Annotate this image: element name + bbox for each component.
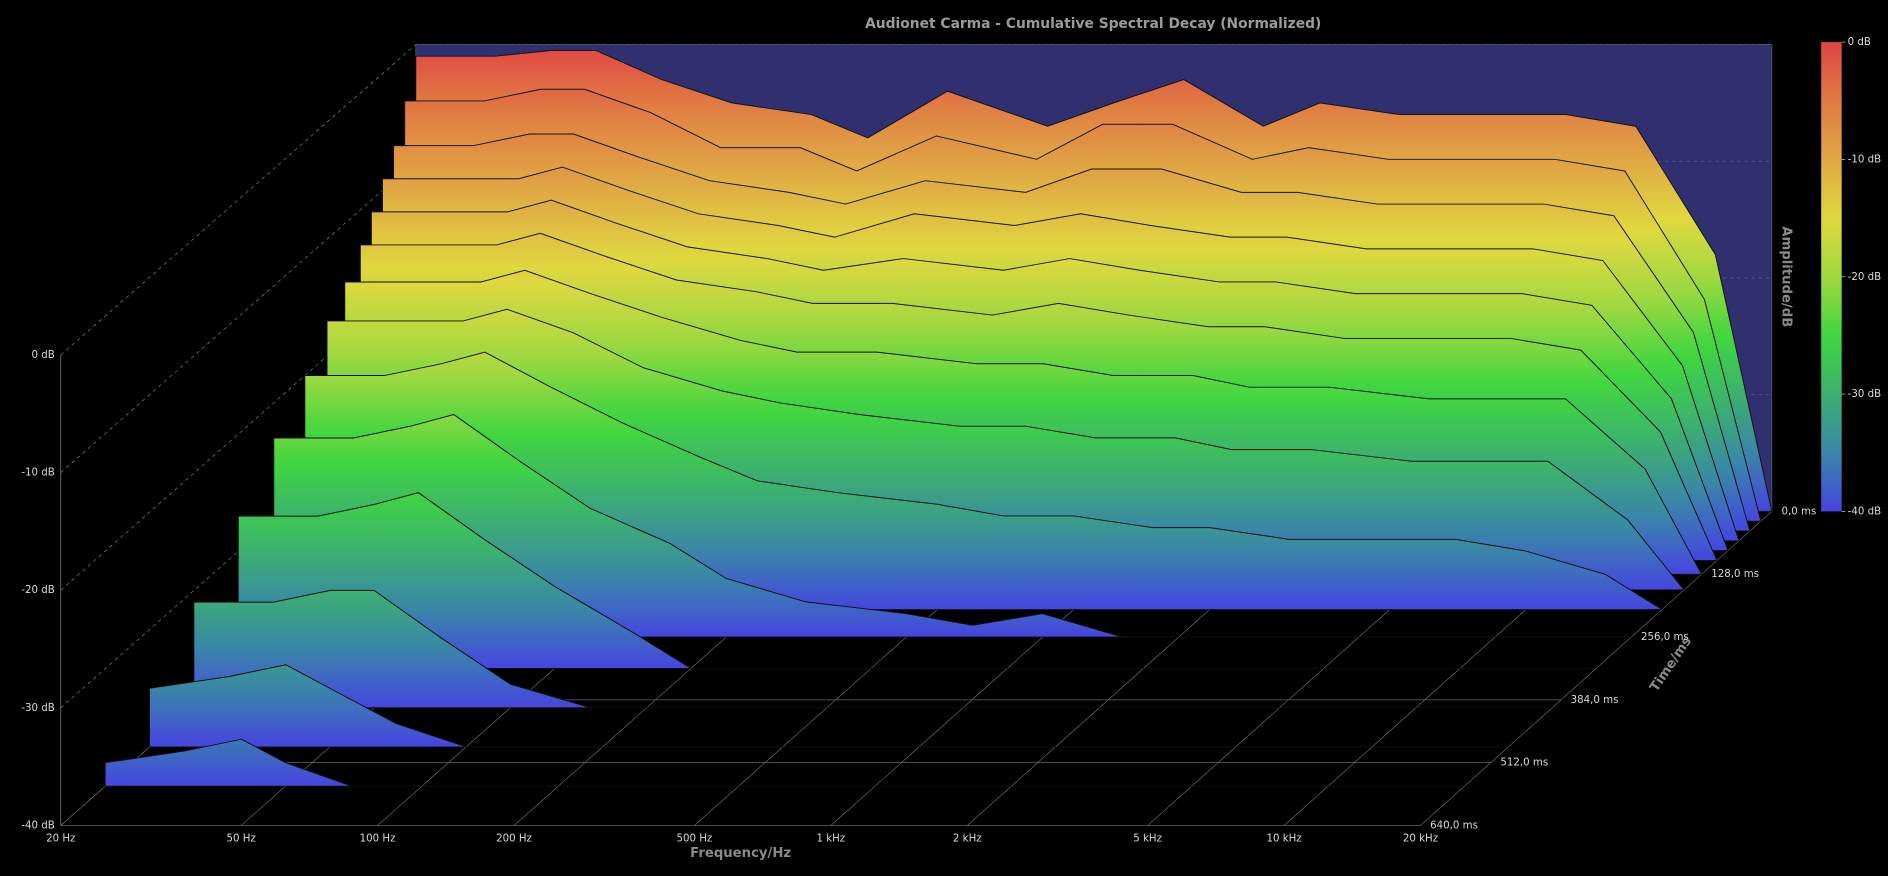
z-tick-label: -30 dB [21,703,54,714]
decay-slice [237,492,1597,669]
z-grid-line [60,160,416,473]
x-tick-label: 2 kHz [953,834,982,845]
x-tick-label: 20 kHz [1403,834,1438,845]
t-tick-label: 0,0 ms [1781,506,1816,517]
x-tick-label: 20 Hz [46,834,75,845]
colorbar-label: -20 dB [1848,272,1881,283]
x-tick-label: 50 Hz [226,834,255,845]
t-tick-label: 128,0 ms [1711,569,1759,580]
chart-title: Audionet Carma - Cumulative Spectral Dec… [865,16,1321,32]
x-tick-label: 5 kHz [1133,834,1162,845]
colorbar-label: -30 dB [1848,389,1881,400]
colorbar-label: 0 dB [1848,37,1871,48]
x-tick-label: 200 Hz [496,834,532,845]
x-tick-label: 1 kHz [816,834,845,845]
z-tick-label: -20 dB [21,585,54,596]
decay-slice [149,664,1509,748]
decay-slice [273,414,1632,638]
x-tick-label: 10 kHz [1266,834,1301,845]
x-tick-label: 500 Hz [676,834,712,845]
t-tick-label: 640,0 ms [1430,820,1478,831]
t-tick-label: 256,0 ms [1641,632,1689,643]
z-tick-label: -10 dB [21,468,54,479]
decay-slice [104,738,1465,787]
t-tick-label: 384,0 ms [1571,695,1619,706]
z-tick-label: 0 dB [32,350,55,361]
x-axis-title: Frequency/Hz [690,846,791,861]
x-tick-label: 100 Hz [360,834,396,845]
z-grid-line [60,44,416,356]
z-axis-title: Amplitude/dB [1778,226,1793,327]
colorbar-label: -10 dB [1848,154,1881,165]
t-tick-label: 512,0 ms [1500,758,1548,769]
z-tick-label: -40 dB [21,820,54,831]
colorbar [1821,42,1842,512]
colorbar-label: -40 dB [1848,506,1881,517]
